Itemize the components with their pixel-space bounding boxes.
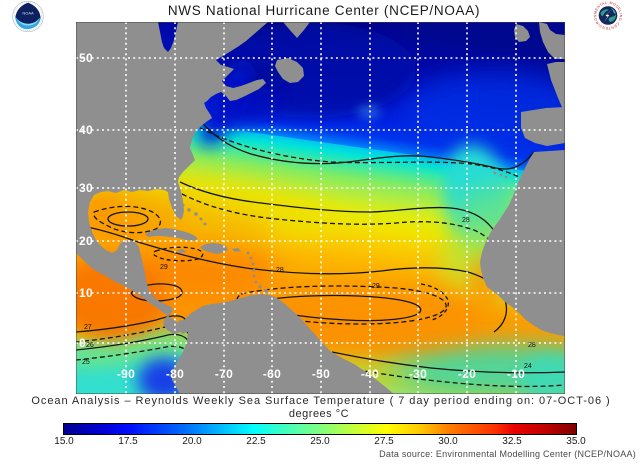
- svg-text:-80: -80: [166, 367, 184, 381]
- svg-text:-10: -10: [507, 367, 525, 381]
- svg-text:-90: -90: [117, 367, 135, 381]
- svg-text:29: 29: [372, 283, 380, 290]
- svg-text:NOAA: NOAA: [22, 11, 34, 16]
- svg-text:-30: -30: [409, 367, 427, 381]
- svg-text:27: 27: [84, 324, 92, 331]
- svg-text:40: 40: [79, 123, 93, 137]
- svg-text:-50: -50: [312, 367, 330, 381]
- svg-text:-20: -20: [458, 367, 476, 381]
- svg-text:-60: -60: [263, 367, 281, 381]
- svg-text:25: 25: [82, 359, 90, 366]
- svg-text:24: 24: [524, 363, 532, 370]
- svg-text:28: 28: [528, 342, 536, 349]
- svg-text:-40: -40: [361, 367, 379, 381]
- svg-text:50: 50: [79, 51, 93, 65]
- svg-text:28: 28: [276, 267, 284, 274]
- svg-text:-70: -70: [215, 367, 233, 381]
- svg-text:0: 0: [79, 336, 86, 350]
- svg-text:30: 30: [79, 181, 93, 195]
- svg-text:20: 20: [79, 234, 93, 248]
- svg-text:26: 26: [86, 342, 94, 349]
- svg-text:28: 28: [462, 217, 470, 224]
- svg-text:10: 10: [79, 286, 93, 300]
- svg-text:29: 29: [160, 264, 168, 271]
